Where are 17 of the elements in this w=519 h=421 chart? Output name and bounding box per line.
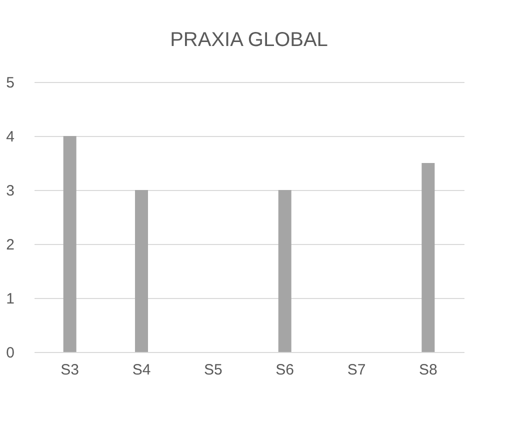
x-tick-label: S5 [204,362,222,378]
x-tick-label: S4 [132,362,151,378]
bar [422,163,435,352]
y-tick-label: 4 [6,128,14,146]
bar [135,190,148,352]
x-tick-label: S7 [347,362,366,378]
x-tick-label: S8 [418,362,438,378]
y-tick-label: 0 [6,344,14,362]
bar [278,190,292,352]
chart-title: PRAXIA GLOBAL [170,29,328,51]
y-tick-label: 5 [6,74,14,92]
y-tick-label: 2 [6,236,14,254]
x-tick-label: S6 [276,362,294,378]
x-tick-label: S3 [60,362,80,378]
y-tick-label: 1 [6,290,14,308]
bar [63,136,76,352]
y-tick-label: 3 [6,182,14,200]
